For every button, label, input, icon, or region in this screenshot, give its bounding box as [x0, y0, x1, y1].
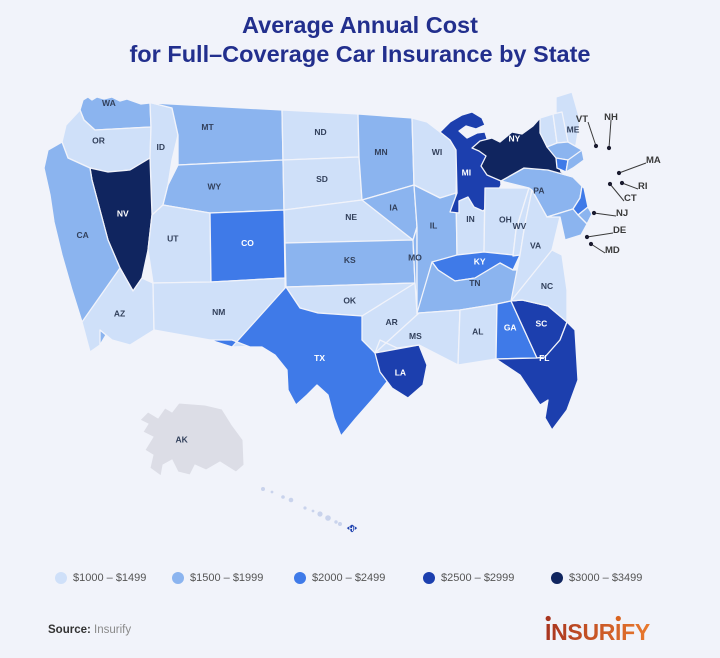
svg-text:PA: PA: [533, 185, 544, 195]
svg-text:MA: MA: [646, 155, 661, 166]
svg-text:TN: TN: [469, 278, 480, 288]
svg-text:VT: VT: [576, 114, 588, 125]
svg-text:AL: AL: [472, 327, 483, 337]
svg-text:MN: MN: [374, 147, 387, 157]
svg-text:AR: AR: [386, 317, 398, 327]
svg-text:OH: OH: [499, 215, 512, 225]
svg-text:NM: NM: [212, 307, 225, 317]
svg-text:MT: MT: [201, 122, 214, 132]
svg-text:FL: FL: [539, 353, 549, 363]
svg-text:UT: UT: [167, 233, 179, 243]
svg-text:IL: IL: [430, 221, 438, 231]
svg-text:GA: GA: [504, 323, 517, 333]
svg-text:RI: RI: [638, 181, 648, 192]
svg-text:VA: VA: [530, 241, 541, 251]
svg-text:WY: WY: [207, 182, 221, 192]
svg-text:WI: WI: [432, 147, 442, 157]
svg-text:WA: WA: [102, 98, 116, 108]
svg-text:MO: MO: [408, 253, 422, 263]
svg-text:OR: OR: [92, 136, 105, 146]
svg-text:MS: MS: [409, 331, 422, 341]
svg-text:DE: DE: [613, 225, 626, 236]
svg-text:MI: MI: [462, 168, 471, 178]
svg-text:AK: AK: [175, 434, 188, 444]
svg-text:MD: MD: [605, 245, 620, 256]
svg-text:IN: IN: [466, 214, 475, 224]
svg-text:WV: WV: [513, 221, 527, 231]
svg-text:NV: NV: [117, 209, 129, 219]
svg-text:SD: SD: [316, 174, 328, 184]
svg-text:NJ: NJ: [616, 208, 628, 219]
svg-text:NH: NH: [604, 112, 618, 123]
svg-text:SC: SC: [535, 318, 547, 328]
svg-text:INSURIFY: INSURIFY: [545, 619, 650, 645]
svg-text:KS: KS: [344, 255, 356, 265]
svg-text:TX: TX: [314, 353, 325, 363]
svg-text:NC: NC: [541, 281, 553, 291]
svg-text:CA: CA: [76, 230, 88, 240]
svg-text:ID: ID: [157, 142, 166, 152]
svg-text:ND: ND: [314, 127, 326, 137]
svg-text:IA: IA: [389, 202, 398, 212]
svg-text:KY: KY: [474, 257, 486, 267]
svg-text:LA: LA: [395, 367, 406, 377]
svg-text:OK: OK: [343, 295, 357, 305]
svg-text:ME: ME: [567, 124, 580, 134]
svg-text:CT: CT: [624, 193, 637, 204]
svg-text:AZ: AZ: [114, 309, 125, 319]
svg-text:CO: CO: [241, 238, 254, 248]
svg-text:NY: NY: [508, 133, 520, 143]
svg-text:NE: NE: [345, 212, 357, 222]
svg-text:HI: HI: [349, 527, 355, 533]
